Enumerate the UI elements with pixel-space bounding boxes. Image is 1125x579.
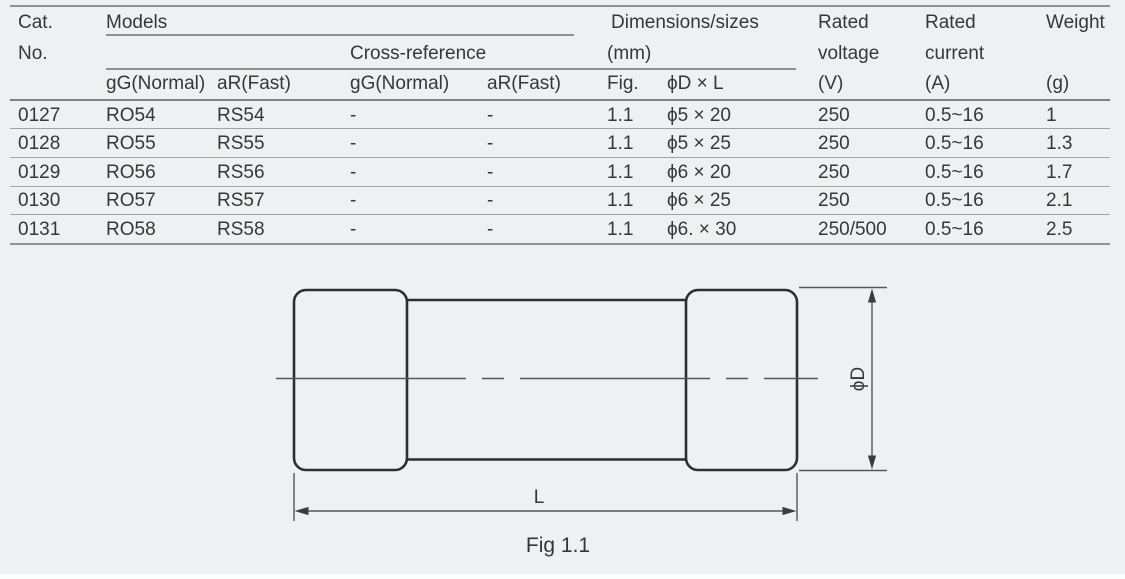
row-divider bbox=[10, 186, 1110, 187]
fuse-right-cap bbox=[684, 288, 799, 472]
figure-caption: Fig 1.1 bbox=[525, 534, 591, 557]
arrowhead-d-bottom bbox=[867, 455, 877, 470]
subheader-underline bbox=[106, 68, 796, 70]
table-cell: - bbox=[487, 162, 494, 183]
header-rated-voltage: Rated bbox=[818, 12, 869, 33]
arrowhead-l-right bbox=[782, 506, 797, 516]
table-cell: 1.1 bbox=[607, 190, 634, 211]
table-cell: RO55 bbox=[106, 133, 156, 154]
table-cell: ϕ5 × 25 bbox=[667, 133, 731, 154]
table-cell: 0.5~16 bbox=[925, 133, 984, 154]
table-cell: 1 bbox=[1046, 105, 1057, 126]
table-cell: RS56 bbox=[217, 162, 265, 183]
arrowhead-l-left bbox=[294, 506, 309, 516]
table-cell: 0129 bbox=[18, 162, 61, 183]
table-cell: 0130 bbox=[18, 190, 61, 211]
table-cell: 0.5~16 bbox=[925, 190, 984, 211]
subheader-cross-ar: aR(Fast) bbox=[487, 73, 561, 94]
subheader-dxl: ϕD × L bbox=[667, 73, 724, 94]
table-cell: 0131 bbox=[18, 219, 61, 240]
table-cell: - bbox=[350, 133, 357, 154]
table-cell: 0.5~16 bbox=[925, 219, 984, 240]
table-cell: - bbox=[487, 219, 494, 240]
table-cell: 250/500 bbox=[818, 219, 887, 240]
header-cat: Cat. bbox=[18, 12, 53, 33]
table-cell: 0.5~16 bbox=[925, 105, 984, 126]
subheader-fig: Fig. bbox=[607, 73, 639, 94]
table-cell: 1.1 bbox=[607, 219, 634, 240]
table-cell: - bbox=[487, 105, 494, 126]
table-cell: 250 bbox=[818, 190, 850, 211]
table-cell: - bbox=[350, 219, 357, 240]
bottom-margin bbox=[0, 574, 1125, 579]
subheader-cross-gg: gG(Normal) bbox=[350, 73, 450, 94]
table-cell: - bbox=[350, 190, 357, 211]
models-underline bbox=[106, 34, 574, 36]
header-bottom-border bbox=[10, 99, 1110, 101]
table-top-border bbox=[10, 5, 1110, 7]
table-cell: - bbox=[487, 190, 494, 211]
table-cell: ϕ6. × 30 bbox=[667, 219, 737, 240]
table-cell: 1.1 bbox=[607, 162, 634, 183]
table-cell: RO54 bbox=[106, 105, 156, 126]
header-dimensions-unit: (mm) bbox=[607, 43, 652, 64]
subheader-models-gg: gG(Normal) bbox=[106, 73, 206, 94]
table-cell: 250 bbox=[818, 105, 850, 126]
table-cell: 1.1 bbox=[607, 133, 634, 154]
header-rated-current: Rated bbox=[925, 12, 976, 33]
fuse-left-cap bbox=[292, 288, 409, 472]
table-cell: 1.7 bbox=[1046, 162, 1073, 183]
dim-l-label: L bbox=[534, 487, 545, 508]
table-cell: - bbox=[487, 133, 494, 154]
table-cell: 1.3 bbox=[1046, 133, 1073, 154]
header-dimensions: Dimensions/sizes bbox=[611, 12, 759, 33]
table-cell: RS55 bbox=[217, 133, 265, 154]
subheader-current-unit: (A) bbox=[925, 73, 951, 94]
dim-d-label: ϕD bbox=[848, 367, 869, 391]
table-cell: ϕ6 × 20 bbox=[667, 162, 731, 183]
header-models: Models bbox=[106, 12, 168, 33]
table-cell: RO57 bbox=[106, 190, 156, 211]
table-cell: RS58 bbox=[217, 219, 265, 240]
header-cross-reference: Cross-reference bbox=[350, 43, 487, 64]
header-rated-current-2: current bbox=[925, 43, 985, 64]
table-cell: RO58 bbox=[106, 219, 156, 240]
row-divider bbox=[10, 214, 1110, 215]
header-weight: Weight bbox=[1046, 12, 1105, 33]
table-cell: - bbox=[350, 162, 357, 183]
table-cell: 250 bbox=[818, 162, 850, 183]
table-cell: RO56 bbox=[106, 162, 156, 183]
arrowhead-d-top bbox=[867, 288, 877, 303]
table-cell: ϕ6 × 25 bbox=[667, 190, 731, 211]
row-divider bbox=[10, 128, 1110, 129]
header-no: No. bbox=[18, 43, 48, 64]
table-bottom-border bbox=[10, 243, 1110, 245]
table-cell: 0128 bbox=[18, 133, 61, 154]
table-cell: 1.1 bbox=[607, 105, 634, 126]
table-cell: ϕ5 × 20 bbox=[667, 105, 731, 126]
row-divider bbox=[10, 157, 1110, 158]
subheader-voltage-unit: (V) bbox=[818, 73, 844, 94]
table-cell: RS54 bbox=[217, 105, 265, 126]
subheader-models-ar: aR(Fast) bbox=[217, 73, 291, 94]
subheader-weight-unit: (g) bbox=[1046, 73, 1070, 94]
table-cell: 250 bbox=[818, 133, 850, 154]
header-rated-voltage-2: voltage bbox=[818, 43, 880, 64]
table-cell: RS57 bbox=[217, 190, 265, 211]
table-cell: 2.1 bbox=[1046, 190, 1073, 211]
table-cell: 0.5~16 bbox=[925, 162, 984, 183]
table-cell: - bbox=[350, 105, 357, 126]
table-cell: 0127 bbox=[18, 105, 61, 126]
table-cell: 2.5 bbox=[1046, 219, 1073, 240]
